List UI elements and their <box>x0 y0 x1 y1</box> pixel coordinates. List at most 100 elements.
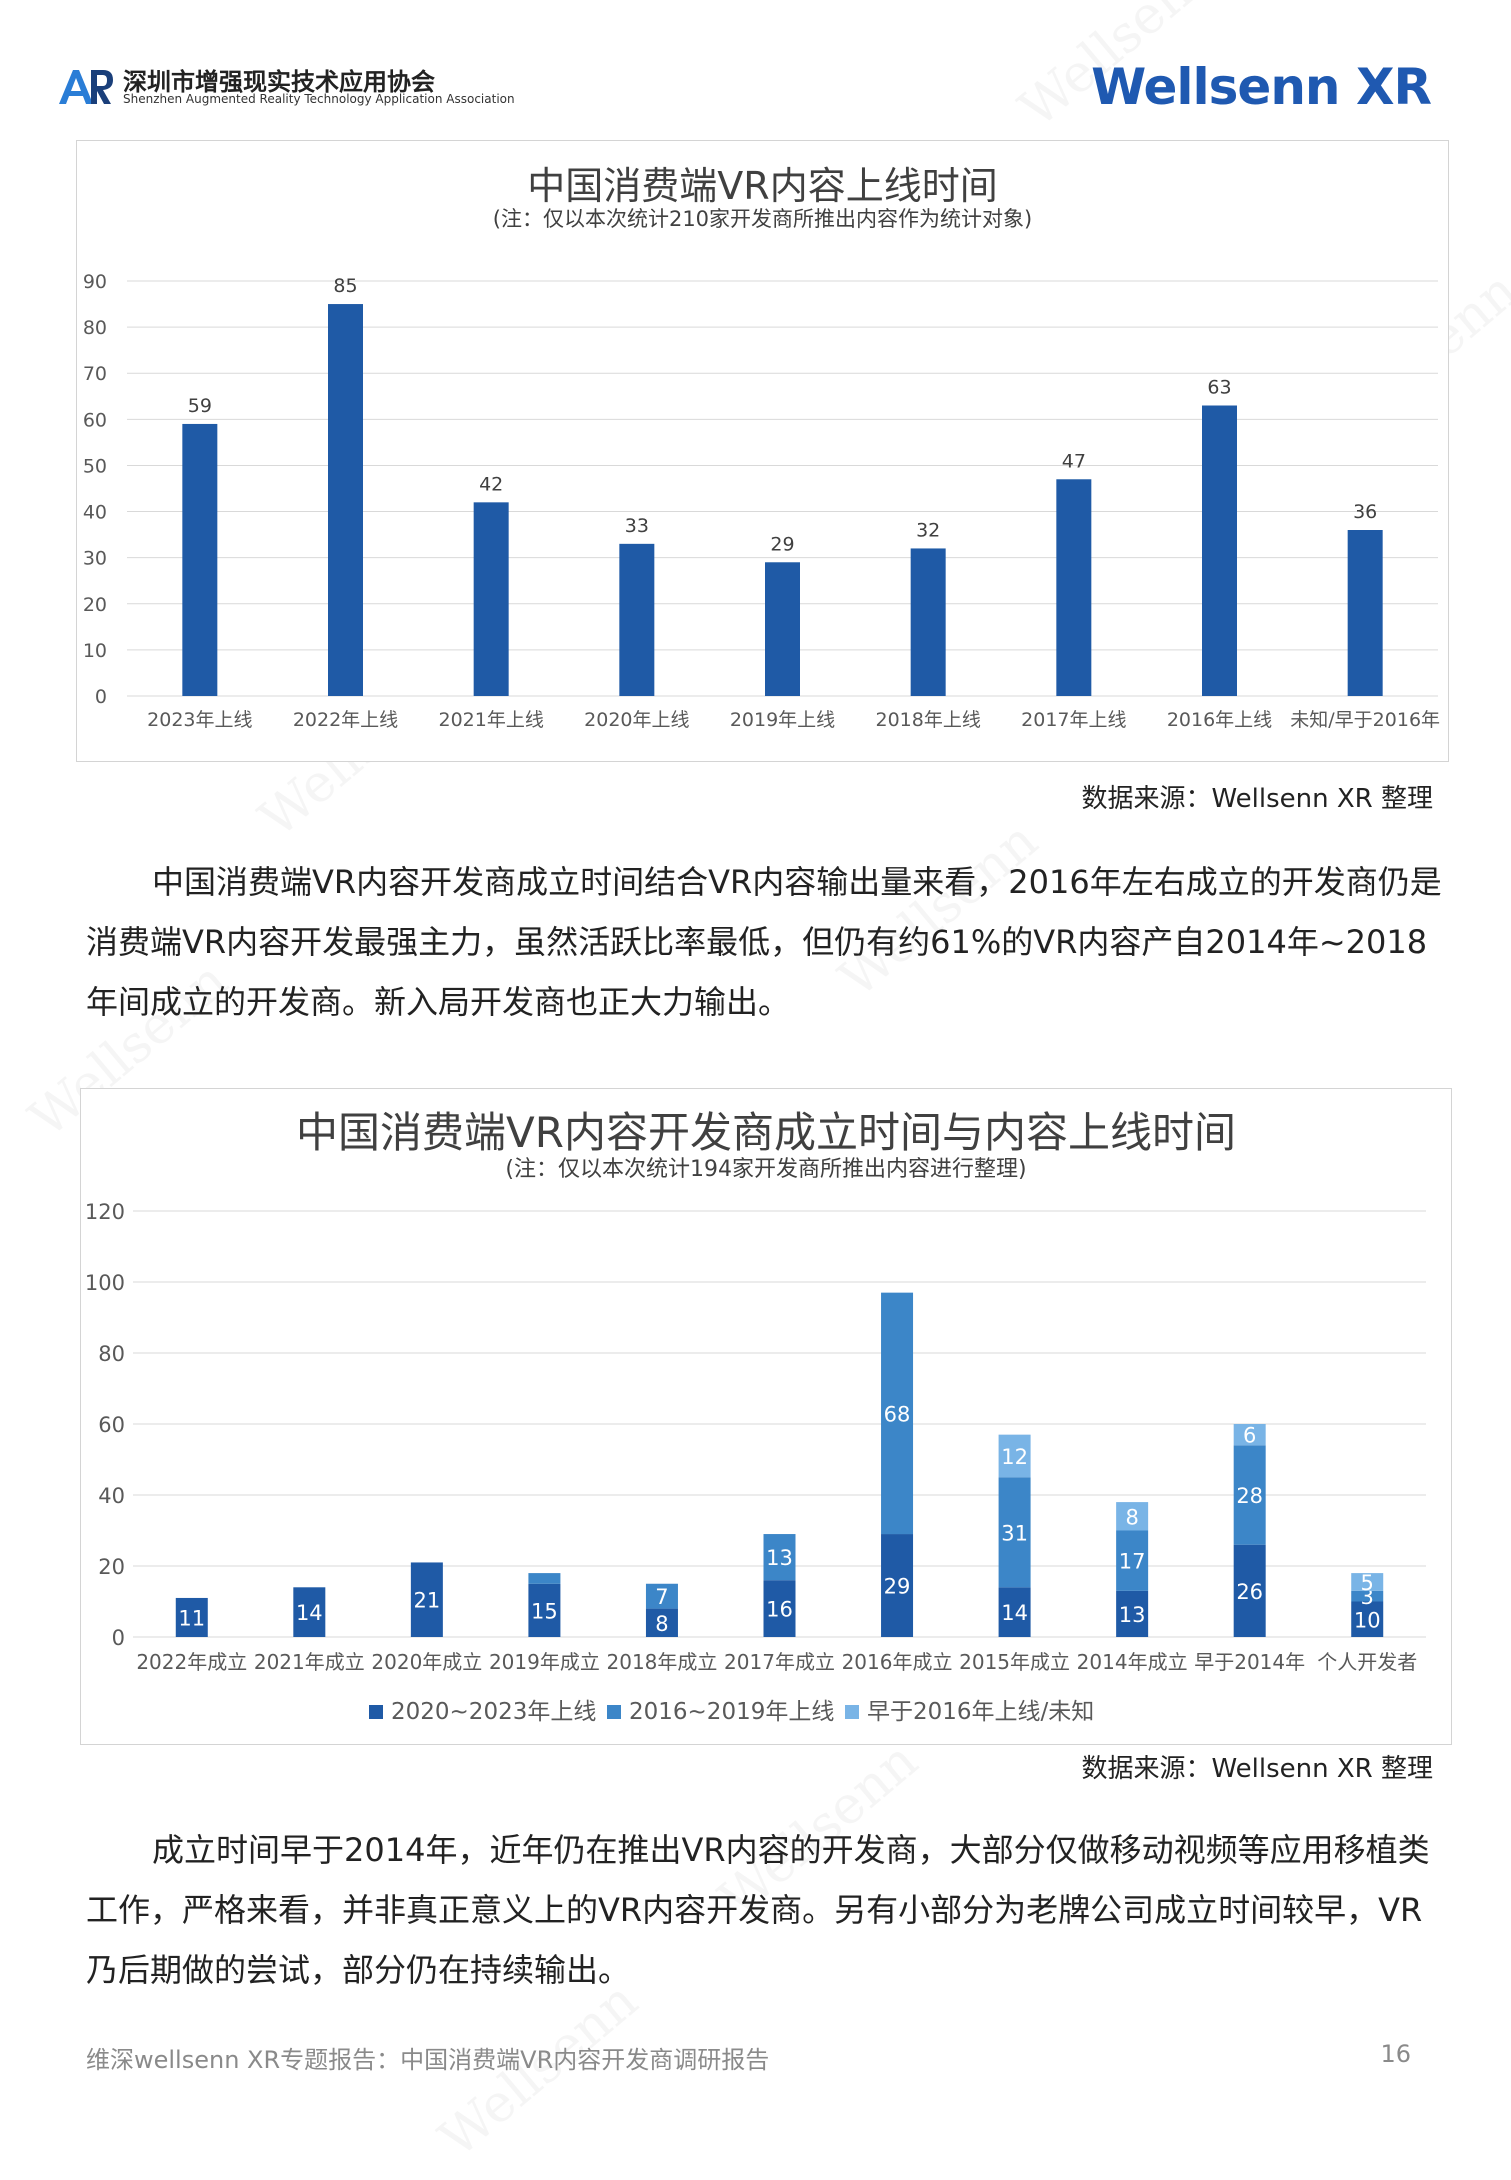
data-label: 21 <box>413 1589 440 1613</box>
y-tick-label: 20 <box>83 594 107 616</box>
y-tick-label: 40 <box>83 502 107 524</box>
ar-logo-icon <box>59 70 113 104</box>
data-label: 8 <box>655 1612 668 1636</box>
x-tick-label: 2022年成立 <box>136 1650 247 1674</box>
data-label: 26 <box>1236 1580 1263 1604</box>
bar <box>910 548 946 696</box>
x-tick-label: 2014年成立 <box>1077 1650 1188 1674</box>
y-tick-label: 0 <box>95 686 107 708</box>
x-tick-label: 2021年上线 <box>438 709 543 731</box>
data-label: 29 <box>884 1575 911 1599</box>
bar <box>182 423 218 696</box>
data-label: 16 <box>766 1598 793 1622</box>
paragraph: 成立时间早于2014年，近年仍在推出VR内容的开发商，大部分仅做移动视频等应用移… <box>86 1820 1446 2000</box>
bar-segment <box>998 1587 1031 1637</box>
data-label: 63 <box>1207 377 1231 399</box>
data-label: 7 <box>655 1585 668 1609</box>
bar-segment <box>1116 1502 1149 1531</box>
data-source: 数据来源：Wellsenn XR 整理 <box>1081 784 1433 814</box>
x-tick-label: 2018年成立 <box>607 1650 718 1674</box>
data-label: 14 <box>1001 1601 1028 1625</box>
bar-segment <box>1233 1544 1266 1637</box>
bar-segment <box>1116 1590 1149 1637</box>
data-label: 15 <box>531 1599 558 1623</box>
bar-segment <box>1233 1445 1266 1545</box>
legend-label: 2020~2023年上线 <box>391 1699 596 1725</box>
paragraph: 中国消费端VR内容开发商成立时间结合VR内容输出量来看，2016年左右成立的开发… <box>86 852 1446 1032</box>
data-label: 85 <box>333 275 357 297</box>
page-number: 16 <box>1380 2040 1411 2068</box>
stacked-bar-chart: 0 20 40 60 80 100 120 11 2022年成立 14 2021年成立 21 2020年… <box>85 1200 1426 1725</box>
bar-segment <box>410 1562 443 1637</box>
x-tick-label: 个人开发者 <box>1317 1650 1417 1674</box>
data-label: 5 <box>1361 1571 1374 1595</box>
data-label: 59 <box>188 395 212 417</box>
bar-segment <box>763 1580 796 1637</box>
chart-title: 中国消费端VR内容上线时间 <box>527 164 998 208</box>
bar <box>1347 530 1383 696</box>
data-label: 17 <box>1119 1550 1146 1574</box>
data-label: 11 <box>178 1606 205 1630</box>
y-tick-label: 80 <box>98 1342 125 1366</box>
y-tick-label: 60 <box>83 409 107 431</box>
bar-segment <box>998 1477 1031 1588</box>
data-label: 68 <box>884 1402 911 1426</box>
x-tick-label: 2022年上线 <box>293 709 398 731</box>
legend-label: 早于2016年上线/未知 <box>867 1699 1094 1725</box>
legend-swatch <box>369 1705 383 1719</box>
data-label: 32 <box>916 519 940 541</box>
association-logo: 深圳市增强现实技术应用协会 Shenzhen Augmented Reality… <box>55 58 515 118</box>
data-label: 12 <box>1001 1445 1028 1469</box>
bar-segment <box>1351 1601 1384 1637</box>
x-tick-label: 2021年成立 <box>254 1650 365 1674</box>
bar-segment <box>175 1597 208 1637</box>
x-tick-label: 2017年成立 <box>724 1650 835 1674</box>
bar-segment <box>881 1292 914 1535</box>
data-label: 10 <box>1354 1608 1381 1632</box>
data-label: 31 <box>1001 1521 1028 1545</box>
chart-launch-time: 中国消费端VR内容上线时间 (注：仅以本次统计210家开发商所推出内容作为统计对… <box>76 140 1449 762</box>
association-name-en: Shenzhen Augmented Reality Technology Ap… <box>123 92 515 106</box>
data-label: 33 <box>625 515 649 537</box>
association-name-cn: 深圳市增强现实技术应用协会 <box>123 68 435 96</box>
brand-logo: Wellsenn XR <box>1091 58 1432 116</box>
y-tick-label: 80 <box>83 317 107 339</box>
bar-segment <box>645 1583 678 1609</box>
bar-segment <box>763 1534 796 1581</box>
x-tick-label: 2016年成立 <box>842 1650 953 1674</box>
bar-segment <box>998 1434 1031 1478</box>
x-tick-label: 2017年上线 <box>1021 709 1126 731</box>
bar-segment <box>1116 1530 1149 1591</box>
y-tick-label: 50 <box>83 455 107 477</box>
legend-label: 2016~2019年上线 <box>629 1699 834 1725</box>
data-label: 6 <box>1243 1424 1256 1448</box>
data-label: 42 <box>479 473 503 495</box>
chart-subtitle: (注：仅以本次统计194家开发商所推出内容进行整理) <box>505 1157 1027 1182</box>
bar-segment <box>645 1608 678 1637</box>
y-tick-label: 10 <box>83 640 107 662</box>
y-tick-label: 100 <box>85 1271 125 1295</box>
data-label: 13 <box>1119 1603 1146 1627</box>
y-tick-label: 70 <box>83 363 107 385</box>
legend-swatch <box>607 1705 621 1719</box>
y-tick-label: 0 <box>112 1626 125 1650</box>
bar-chart: 0 10 20 30 40 50 60 70 80 90 59 2023年上线 85 2022年上线 42 2… <box>83 271 1440 731</box>
footer-report-title: 维深wellsenn XR专题报告：中国消费端VR内容开发商调研报告 <box>86 2046 770 2074</box>
bar <box>619 543 655 696</box>
data-label: 29 <box>770 533 794 555</box>
bar <box>328 304 363 696</box>
bar-segment <box>1233 1424 1266 1446</box>
data-label: 28 <box>1236 1484 1263 1508</box>
x-tick-label: 2016年上线 <box>1167 709 1272 731</box>
bar-segment <box>881 1534 914 1637</box>
chart-title: 中国消费端VR内容开发商成立时间与内容上线时间 <box>296 1108 1236 1157</box>
bar <box>473 502 509 696</box>
bar-segment <box>293 1587 326 1637</box>
bar <box>1202 405 1237 696</box>
bar-segment <box>1351 1573 1384 1591</box>
y-tick-label: 60 <box>98 1413 125 1437</box>
chart-subtitle: (注：仅以本次统计210家开发商所推出内容作为统计对象) <box>492 207 1033 231</box>
y-tick-label: 90 <box>83 271 107 293</box>
bar <box>765 562 800 696</box>
data-label: 14 <box>296 1601 323 1625</box>
